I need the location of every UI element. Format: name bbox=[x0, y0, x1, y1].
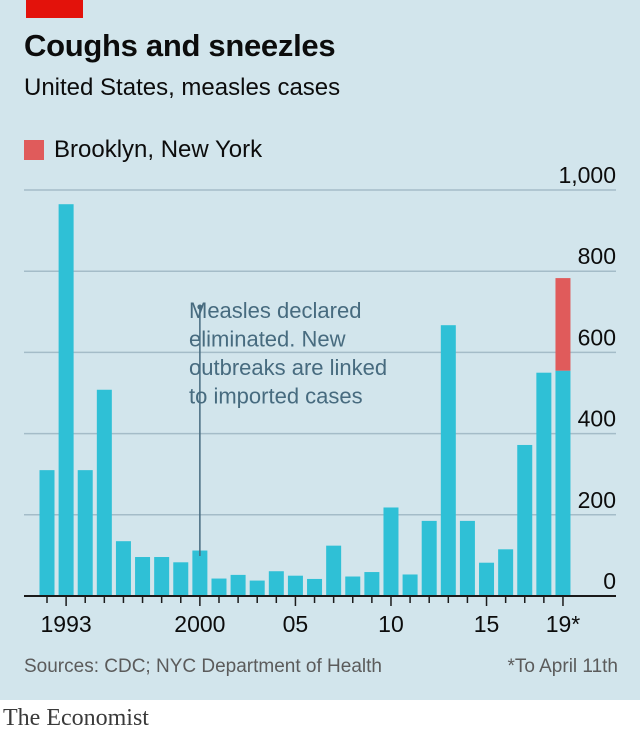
bar-brooklyn bbox=[555, 278, 571, 371]
bar-us-total bbox=[364, 572, 380, 596]
bar-us-total bbox=[173, 562, 189, 596]
bar-us-total bbox=[555, 370, 571, 596]
x-tick-label: 15 bbox=[474, 611, 500, 637]
bar-us-total bbox=[211, 578, 227, 596]
bar-us-total bbox=[459, 520, 475, 596]
bar-us-total bbox=[77, 470, 93, 596]
y-tick-label: 600 bbox=[578, 324, 616, 350]
bar-chart: 1993 2000 05 10 15 19* 0 200 400 600 800 1,000 Measl… bbox=[24, 162, 616, 637]
bar-us-total bbox=[39, 470, 55, 596]
bar-us-total bbox=[115, 541, 131, 596]
y-tick-label: 800 bbox=[578, 243, 616, 269]
bar-us-total bbox=[383, 507, 399, 596]
bar-us-total bbox=[154, 557, 170, 596]
y-tick-label: 200 bbox=[578, 487, 616, 513]
bar-us-total bbox=[135, 557, 151, 596]
annotation-text: Measles declared bbox=[189, 298, 361, 323]
x-tick-label: 10 bbox=[378, 611, 404, 637]
x-tick-label: 19* bbox=[546, 611, 581, 637]
bar-us-total bbox=[517, 444, 533, 596]
legend: Brooklyn, New York bbox=[24, 136, 262, 164]
bar-us-total bbox=[287, 575, 303, 596]
legend-label: Brooklyn, New York bbox=[54, 136, 263, 163]
bar-us-total bbox=[479, 562, 495, 596]
bar-us-total bbox=[58, 204, 74, 596]
y-tick-label: 0 bbox=[603, 568, 616, 594]
bar-us-total bbox=[536, 372, 552, 596]
bar-us-total bbox=[326, 545, 342, 596]
bar-us-total bbox=[421, 520, 437, 596]
source-note: Sources: CDC; NYC Department of Health bbox=[24, 656, 382, 677]
bar-us-total bbox=[192, 550, 208, 596]
x-tick-label: 05 bbox=[283, 611, 309, 637]
chart-title: Coughs and sneezles bbox=[24, 28, 336, 63]
bar-us-total bbox=[440, 325, 456, 596]
y-tick-label: 1,000 bbox=[558, 162, 616, 188]
footnote: *To April 11th bbox=[507, 656, 618, 677]
annotation-text: to imported cases bbox=[189, 384, 363, 409]
bar-us-total bbox=[402, 574, 418, 596]
bar-us-total bbox=[249, 580, 265, 596]
bar-us-total bbox=[268, 571, 284, 596]
legend-swatch bbox=[24, 140, 44, 160]
bar-us-total bbox=[307, 578, 323, 596]
brand-accent-bar bbox=[26, 0, 83, 18]
bar-us-total bbox=[230, 574, 246, 596]
bar-us-total bbox=[345, 576, 361, 596]
annotation-text: eliminated. New bbox=[189, 327, 346, 352]
bar-us-total bbox=[96, 389, 112, 596]
x-tick-label: 2000 bbox=[174, 611, 225, 637]
x-tick-label: 1993 bbox=[41, 611, 92, 637]
bar-us-total bbox=[498, 549, 514, 596]
publisher-logo: The Economist bbox=[3, 705, 149, 731]
chart-subtitle: United States, measles cases bbox=[24, 74, 341, 101]
annotation-dot bbox=[197, 304, 203, 310]
y-tick-label: 400 bbox=[578, 406, 616, 432]
annotation-text: outbreaks are linked bbox=[189, 355, 387, 380]
